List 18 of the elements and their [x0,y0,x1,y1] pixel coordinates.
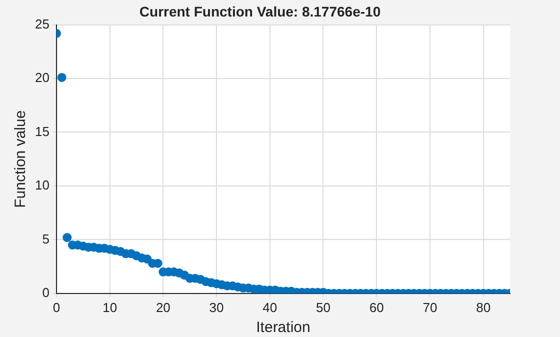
x-tick-label: 50 [316,300,330,315]
y-tick-label: 20 [34,70,50,86]
x-tick-label: 40 [262,300,278,315]
x-tick-label: 10 [102,300,118,315]
x-axis-title: Iteration [256,319,310,336]
chart-title: Current Function Value: 8.17766e-10 [139,3,381,20]
y-tick-label: 25 [34,16,50,32]
y-tick-label: 5 [42,231,50,246]
x-tick-label: 30 [209,300,224,315]
x-tick-label: 80 [476,300,491,315]
y-tick-label: 0 [42,284,50,300]
x-tick-label: 60 [369,300,384,315]
y-tick-label: 10 [34,178,50,193]
y-axis-title: Function value [12,110,30,208]
x-tick-label: 0 [52,300,60,315]
x-tick-label: 20 [156,300,170,315]
x-tick-label: 70 [422,300,438,315]
y-tick-label: 15 [34,124,50,139]
